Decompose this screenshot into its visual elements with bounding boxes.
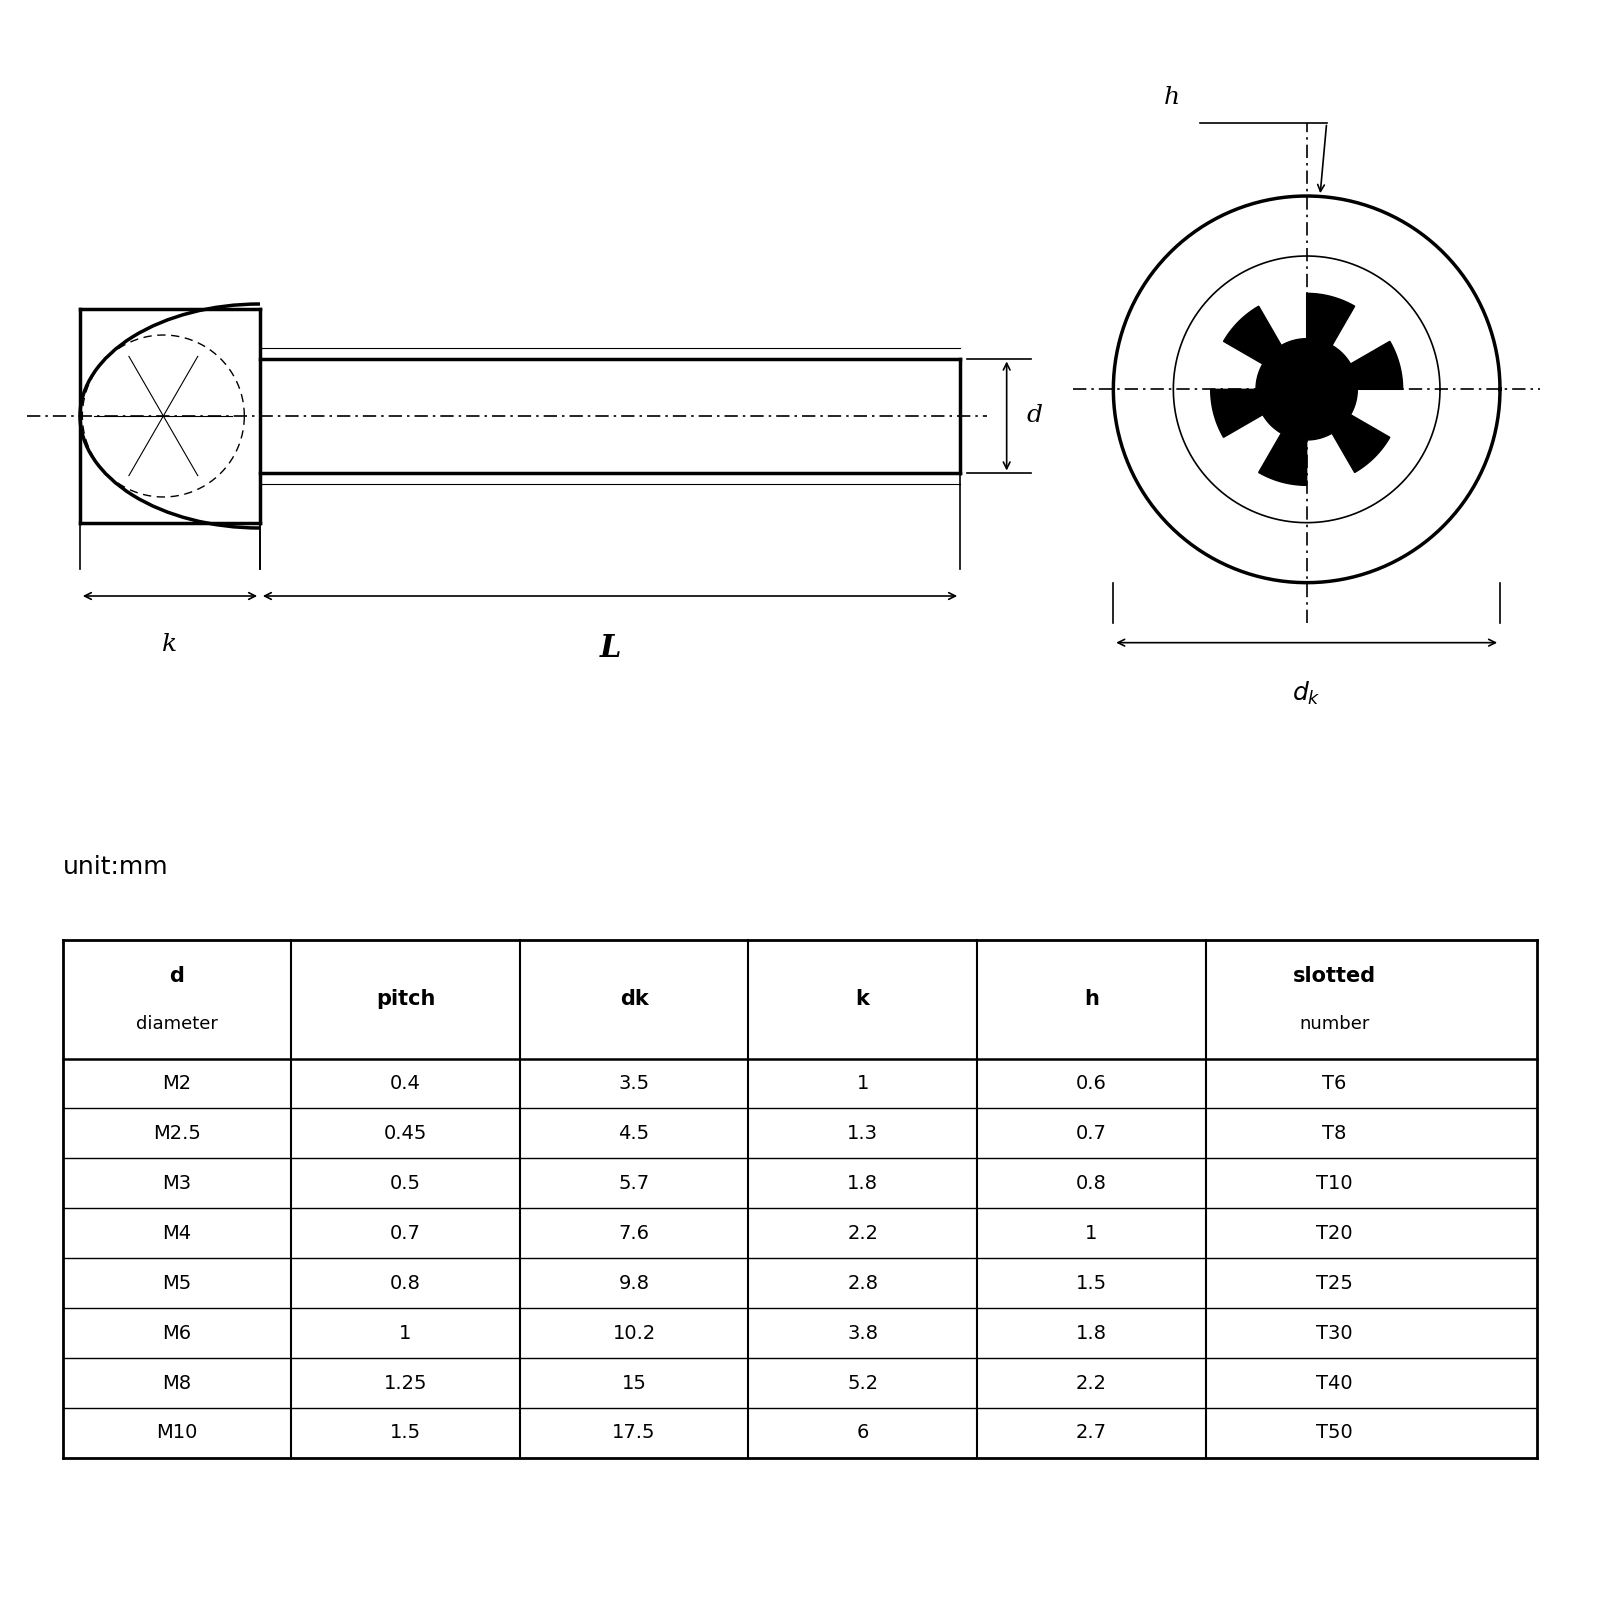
- Text: 4.5: 4.5: [619, 1123, 650, 1142]
- Text: M2.5: M2.5: [154, 1123, 202, 1142]
- Text: 3.8: 3.8: [846, 1323, 878, 1342]
- Text: T25: T25: [1317, 1274, 1354, 1293]
- Text: M10: M10: [157, 1424, 198, 1443]
- Text: 1: 1: [856, 1074, 869, 1093]
- Text: 0.8: 0.8: [390, 1274, 421, 1293]
- Text: dk: dk: [619, 989, 648, 1010]
- Text: k: k: [163, 634, 178, 656]
- Text: 7.6: 7.6: [619, 1224, 650, 1243]
- Text: M4: M4: [163, 1224, 192, 1243]
- Text: 2.2: 2.2: [846, 1224, 878, 1243]
- Text: diameter: diameter: [136, 1014, 218, 1032]
- Text: T6: T6: [1322, 1074, 1347, 1093]
- Text: 17.5: 17.5: [613, 1424, 656, 1443]
- Text: 10.2: 10.2: [613, 1323, 656, 1342]
- Text: number: number: [1299, 1014, 1370, 1032]
- Text: M8: M8: [163, 1373, 192, 1392]
- Text: 0.45: 0.45: [384, 1123, 427, 1142]
- Text: 1: 1: [1085, 1224, 1098, 1243]
- Text: 0.8: 0.8: [1075, 1174, 1107, 1194]
- Text: d: d: [170, 966, 184, 986]
- Text: pitch: pitch: [376, 989, 435, 1010]
- Text: 15: 15: [622, 1373, 646, 1392]
- Text: M5: M5: [162, 1274, 192, 1293]
- Text: T8: T8: [1322, 1123, 1347, 1142]
- Text: 2.7: 2.7: [1075, 1424, 1107, 1443]
- Text: 5.7: 5.7: [619, 1174, 650, 1194]
- Text: 1.5: 1.5: [1075, 1274, 1107, 1293]
- Text: 1.8: 1.8: [1075, 1323, 1107, 1342]
- Text: T10: T10: [1317, 1174, 1354, 1194]
- Text: 0.6: 0.6: [1075, 1074, 1107, 1093]
- Text: 1: 1: [400, 1323, 411, 1342]
- Text: 9.8: 9.8: [619, 1274, 650, 1293]
- Text: 0.5: 0.5: [390, 1174, 421, 1194]
- Text: 2.2: 2.2: [1075, 1373, 1107, 1392]
- Text: h: h: [1083, 989, 1099, 1010]
- Text: h: h: [1163, 86, 1181, 109]
- Text: 1.25: 1.25: [384, 1373, 427, 1392]
- Text: M6: M6: [163, 1323, 192, 1342]
- Text: T50: T50: [1317, 1424, 1354, 1443]
- Text: 6: 6: [856, 1424, 869, 1443]
- Text: 1.5: 1.5: [390, 1424, 421, 1443]
- Text: $d_k$: $d_k$: [1293, 680, 1322, 707]
- Text: slotted: slotted: [1293, 966, 1376, 986]
- Text: 0.7: 0.7: [390, 1224, 421, 1243]
- Text: L: L: [600, 634, 621, 664]
- Text: 5.2: 5.2: [846, 1373, 878, 1392]
- Text: T40: T40: [1317, 1373, 1354, 1392]
- Text: T30: T30: [1317, 1323, 1354, 1342]
- Text: M3: M3: [163, 1174, 192, 1194]
- Text: 1.3: 1.3: [846, 1123, 878, 1142]
- Text: 1.8: 1.8: [846, 1174, 878, 1194]
- Text: d: d: [1027, 405, 1043, 427]
- Text: unit:mm: unit:mm: [62, 854, 168, 878]
- Text: 0.4: 0.4: [390, 1074, 421, 1093]
- Text: T20: T20: [1317, 1224, 1354, 1243]
- Text: M2: M2: [163, 1074, 192, 1093]
- Text: 0.7: 0.7: [1075, 1123, 1107, 1142]
- Polygon shape: [1211, 293, 1403, 485]
- Text: 2.8: 2.8: [846, 1274, 878, 1293]
- Text: k: k: [856, 989, 870, 1010]
- Text: 3.5: 3.5: [619, 1074, 650, 1093]
